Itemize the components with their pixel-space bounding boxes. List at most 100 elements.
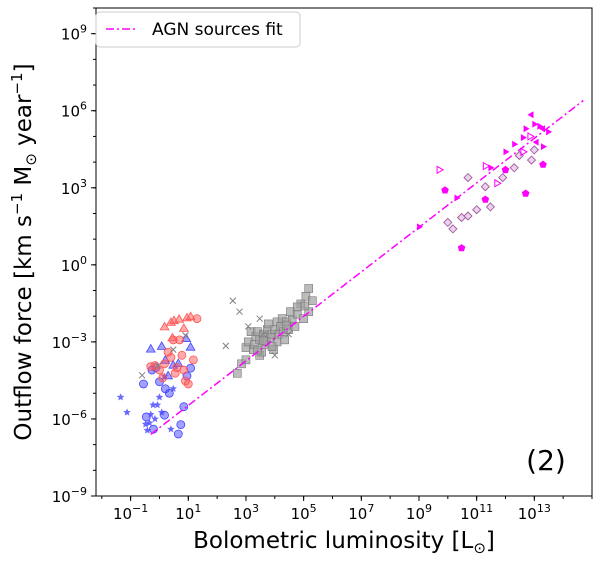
- gray-cross-point-1: [154, 362, 162, 369]
- blue-star-point-4: [147, 410, 155, 418]
- axis-ticks: 10−1 101 103 105 107 109 1011 1013 10−9 10−6 10−3 1…: [52, 7, 593, 523]
- x-tick-label-5: 109: [406, 502, 432, 523]
- gray-cross-point-3: [182, 331, 189, 339]
- gray-cross-point-4: [222, 342, 230, 350]
- x-tick-label-3: 105: [291, 502, 317, 523]
- purple-diamond-point-9: [509, 163, 519, 173]
- magenta-filled-triangle-point-6: [532, 120, 539, 128]
- gray-cross-point-2: [169, 346, 177, 353]
- blue-star-point-9: [157, 408, 166, 416]
- purple-diamond-point-11: [526, 155, 537, 165]
- gray-square-point-41: [267, 342, 277, 351]
- y-tick-label-2: 10−3: [52, 331, 87, 352]
- red-circle-point-4: [160, 359, 169, 369]
- blue-star-point-0: [116, 393, 125, 401]
- red-triangle-point-4: [178, 323, 189, 332]
- red-circle-point-15: [188, 355, 198, 365]
- gray-square-point-46: [253, 345, 262, 355]
- red-circle-point-16: [181, 376, 190, 386]
- y-tick-label-1: 10−6: [52, 408, 87, 429]
- magenta-filled-triangle-point-8: [523, 125, 530, 133]
- blue-circle-point-8: [176, 420, 186, 430]
- x-axis-label: Bolometric luminosity [L⊙]: [193, 528, 495, 557]
- magenta-pentagon-point-1: [441, 186, 449, 194]
- gray-square-point-40: [304, 284, 314, 293]
- red-triangle-point-0: [159, 321, 170, 331]
- magenta-filled-triangle-point-9: [541, 143, 547, 151]
- red-circle-point-11: [177, 350, 187, 360]
- blue-star-point-12: [169, 384, 177, 392]
- y-tick-label-4: 103: [61, 177, 87, 198]
- gray-square-point-17: [264, 319, 273, 329]
- panel-label: (2): [526, 444, 566, 477]
- magenta-open-triangle-point-0: [436, 165, 445, 175]
- magenta-filled-triangle-point-7: [546, 128, 553, 136]
- gray-cross-point-8: [256, 315, 264, 323]
- blue-star-point-1: [123, 408, 131, 416]
- blue-circle-point-1: [141, 412, 151, 422]
- y-tick-label-0: 10−9: [52, 485, 87, 506]
- magenta-filled-triangle-left-point-0: [527, 111, 534, 119]
- blue-circle-point-0: [139, 379, 148, 389]
- red-triangle-point-3: [174, 313, 185, 323]
- magenta-filled-triangle-point-10: [537, 122, 544, 130]
- magenta-open-triangle-point-2: [494, 178, 502, 188]
- red-circle-point-10: [175, 335, 185, 345]
- blue-star-point-8: [155, 393, 164, 401]
- x-tick-label-4: 107: [348, 502, 374, 523]
- blue-star-point-13: [141, 420, 150, 428]
- magenta-pentagon-point-3: [501, 165, 510, 174]
- x-tick-label-0: 10−1: [113, 502, 148, 523]
- x-tick-label-1: 101: [175, 502, 201, 523]
- blue-star-point-6: [151, 414, 159, 423]
- blue-triangle-point-0: [145, 343, 156, 353]
- y-axis-label: Outflow force [km s−1 M⊙ year−1]: [8, 63, 40, 440]
- gray-cross-point-0: [138, 371, 146, 379]
- gray-square-point-44: [281, 320, 291, 330]
- y-tick-label-3: 100: [61, 254, 87, 275]
- x-tick-label-2: 103: [233, 502, 259, 523]
- legend-box: [95, 11, 301, 48]
- gray-cross-point-6: [236, 308, 243, 316]
- purple-diamond-point-6: [463, 172, 473, 183]
- gray-cross-point-11: [285, 330, 292, 338]
- legend: AGN sources fit: [95, 11, 301, 48]
- magenta-open-triangle-point-4: [527, 132, 535, 141]
- magenta-open-triangle-point-1: [482, 161, 491, 171]
- purple-diamond-point-8: [498, 172, 508, 183]
- gray-square-point-2: [241, 355, 251, 365]
- fit-line-group: [150, 99, 584, 436]
- y-tick-label-5: 106: [61, 100, 87, 121]
- purple-diamond-point-2: [456, 212, 467, 223]
- gray-square-point-28: [280, 335, 289, 345]
- gray-cross-point-7: [244, 323, 252, 330]
- blue-triangle-point-7: [185, 341, 196, 351]
- blue-star-point-11: [167, 425, 175, 433]
- data-points: [116, 111, 553, 439]
- purple-diamond-point-7: [480, 182, 490, 192]
- gray-square-point-0: [232, 368, 242, 378]
- red-circle-point-6: [166, 352, 176, 362]
- magenta-filled-triangle-point-3: [503, 148, 510, 156]
- purple-diamond-point-3: [463, 211, 473, 221]
- blue-circle-point-9: [179, 402, 189, 412]
- blue-star-point-5: [149, 401, 157, 409]
- gray-square-point-39: [308, 296, 317, 306]
- magenta-filled-triangle-point-4: [512, 140, 519, 148]
- magenta-pentagon-point-4: [539, 160, 547, 168]
- legend-label: AGN sources fit: [152, 20, 283, 40]
- magenta-pentagon-point-2: [481, 195, 490, 203]
- gray-cross-point-10: [271, 351, 279, 359]
- purple-diamond-point-4: [472, 205, 482, 215]
- red-circle-point-2: [155, 365, 164, 375]
- gray-cross-point-9: [259, 330, 267, 338]
- gray-square-point-42: [259, 336, 268, 346]
- red-triangle-point-7: [167, 332, 178, 342]
- x-tick-label-6: 1011: [460, 502, 493, 523]
- purple-diamond-point-1: [448, 224, 458, 234]
- gray-square-point-43: [292, 302, 302, 312]
- magenta-pentagon-point-0: [457, 244, 466, 252]
- red-circle-point-3: [158, 373, 168, 383]
- magenta-filled-triangle-left-point-2: [532, 138, 539, 146]
